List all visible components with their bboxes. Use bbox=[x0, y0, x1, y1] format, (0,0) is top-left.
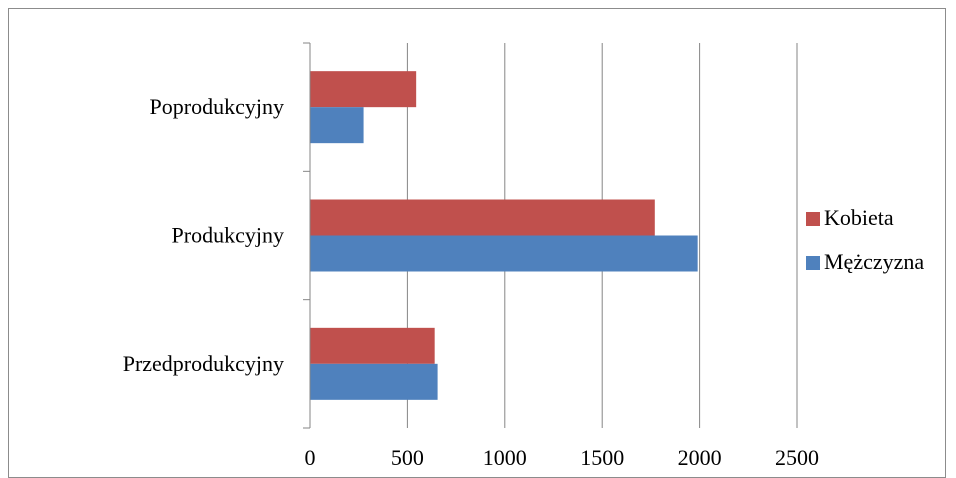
bar bbox=[310, 327, 435, 364]
x-tick-labels: 0 500 1000 1500 2000 2500 bbox=[305, 445, 820, 470]
bar bbox=[310, 199, 655, 236]
bar bbox=[310, 235, 698, 272]
x-tick-label: 1500 bbox=[580, 445, 624, 470]
bar bbox=[310, 107, 364, 144]
legend-label: Mężczyzna bbox=[824, 249, 924, 274]
legend-swatch bbox=[806, 256, 820, 270]
bar bbox=[310, 71, 417, 108]
x-tick-label: 0 bbox=[305, 445, 316, 470]
category-labels: Przedprodukcyjny Produkcyjny Poprodukcyjny bbox=[123, 94, 284, 376]
axes bbox=[303, 42, 311, 429]
legend: Kobieta Mężczyzna bbox=[806, 205, 924, 274]
x-tick-label: 500 bbox=[391, 445, 424, 470]
category-label: Przedprodukcyjny bbox=[123, 351, 284, 376]
category-label: Poprodukcyjny bbox=[150, 94, 284, 119]
category-label: Produkcyjny bbox=[172, 223, 284, 248]
x-tick-label: 2000 bbox=[678, 445, 722, 470]
x-tick-label: 1000 bbox=[483, 445, 527, 470]
bars bbox=[310, 71, 698, 400]
bar bbox=[310, 363, 438, 400]
legend-label: Kobieta bbox=[824, 205, 894, 230]
legend-swatch bbox=[806, 212, 820, 226]
x-tick-label: 2500 bbox=[775, 445, 819, 470]
